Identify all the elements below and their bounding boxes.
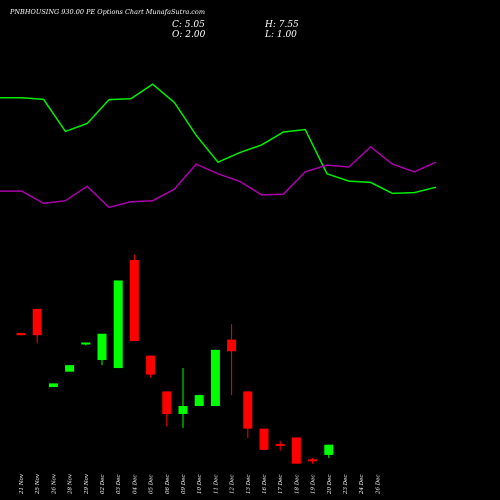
candle <box>291 437 301 464</box>
candle <box>275 441 285 451</box>
x-tick-label: 12 Dec <box>230 475 236 495</box>
candle <box>227 324 237 396</box>
candle-body <box>243 391 253 429</box>
candle-body <box>275 443 285 446</box>
x-tick-label: 28 Nov <box>68 473 74 495</box>
candle-body <box>194 395 204 407</box>
purple-line <box>0 145 437 209</box>
candle <box>113 280 123 369</box>
candle <box>162 391 172 427</box>
candle-body <box>210 349 220 407</box>
x-tick-label: 04 Dec <box>132 475 138 495</box>
candle-body <box>97 333 107 361</box>
x-tick-label: 16 Dec <box>262 475 268 495</box>
green-line <box>0 83 437 195</box>
candle <box>178 368 188 428</box>
candle <box>48 383 58 388</box>
x-tick-label: 13 Dec <box>246 475 252 495</box>
candle-body <box>16 333 26 336</box>
x-tick-label: 20 Dec <box>327 475 333 496</box>
x-tick-label: 23 Dec <box>343 475 349 496</box>
candle-body <box>32 308 42 336</box>
x-tick-label: 05 Dec <box>149 475 155 495</box>
candle <box>97 333 107 366</box>
candle-body <box>308 459 318 462</box>
candle-body <box>291 437 301 464</box>
indicator-lines <box>0 83 437 209</box>
candle <box>81 342 91 346</box>
x-tick-label: 11 Dec <box>213 475 219 495</box>
high-value: H: 7.55 <box>264 20 299 30</box>
candle-body <box>259 428 269 450</box>
candle <box>308 457 318 464</box>
x-axis-ticks: 21 Nov 25 Nov 26 Nov 28 Nov 29 Nov 02 Dec 03 D… <box>19 473 381 495</box>
candle-body <box>227 339 237 352</box>
open-value: O: 2.00 <box>172 30 206 40</box>
candle-body <box>65 365 75 372</box>
candle <box>243 391 253 439</box>
x-tick-label: 02 Dec <box>100 475 106 495</box>
candle <box>210 349 220 407</box>
candle <box>32 308 42 344</box>
candle-body <box>81 342 91 345</box>
x-tick-label: 03 Dec <box>116 475 122 495</box>
x-tick-label: 06 Dec <box>165 475 171 495</box>
x-tick-label: 25 Nov <box>35 473 41 495</box>
candle <box>194 395 204 407</box>
x-tick-label: 19 Dec <box>311 475 317 495</box>
candle <box>65 365 75 372</box>
candle-body <box>162 391 172 415</box>
low-value: L: 1.00 <box>264 30 297 40</box>
candle-body <box>178 406 188 415</box>
candle-body <box>324 444 334 455</box>
x-tick-label: 09 Dec <box>181 475 187 495</box>
x-tick-label: 26 Dec <box>375 475 381 496</box>
x-tick-label: 18 Dec <box>294 475 300 495</box>
candles <box>16 254 334 464</box>
x-tick-label: 24 Dec <box>359 475 365 496</box>
candle <box>259 428 269 450</box>
x-tick-label: 17 Dec <box>278 475 284 495</box>
chart-title: PNBHOUSING 930.00 PE Options Chart Munaf… <box>9 8 205 16</box>
candle <box>129 254 139 342</box>
x-tick-label: 10 Dec <box>197 475 203 495</box>
x-tick-label: 29 Nov <box>84 473 90 495</box>
candle <box>16 333 26 336</box>
candle <box>146 355 156 378</box>
candle-body <box>146 355 156 375</box>
candle-body <box>113 280 123 369</box>
candle-body <box>48 383 58 388</box>
close-value: C: 5.05 <box>172 20 205 30</box>
candle-body <box>129 260 139 342</box>
x-tick-label: 26 Nov <box>51 473 57 495</box>
x-tick-label: 21 Nov <box>19 473 25 495</box>
candle <box>324 444 334 458</box>
